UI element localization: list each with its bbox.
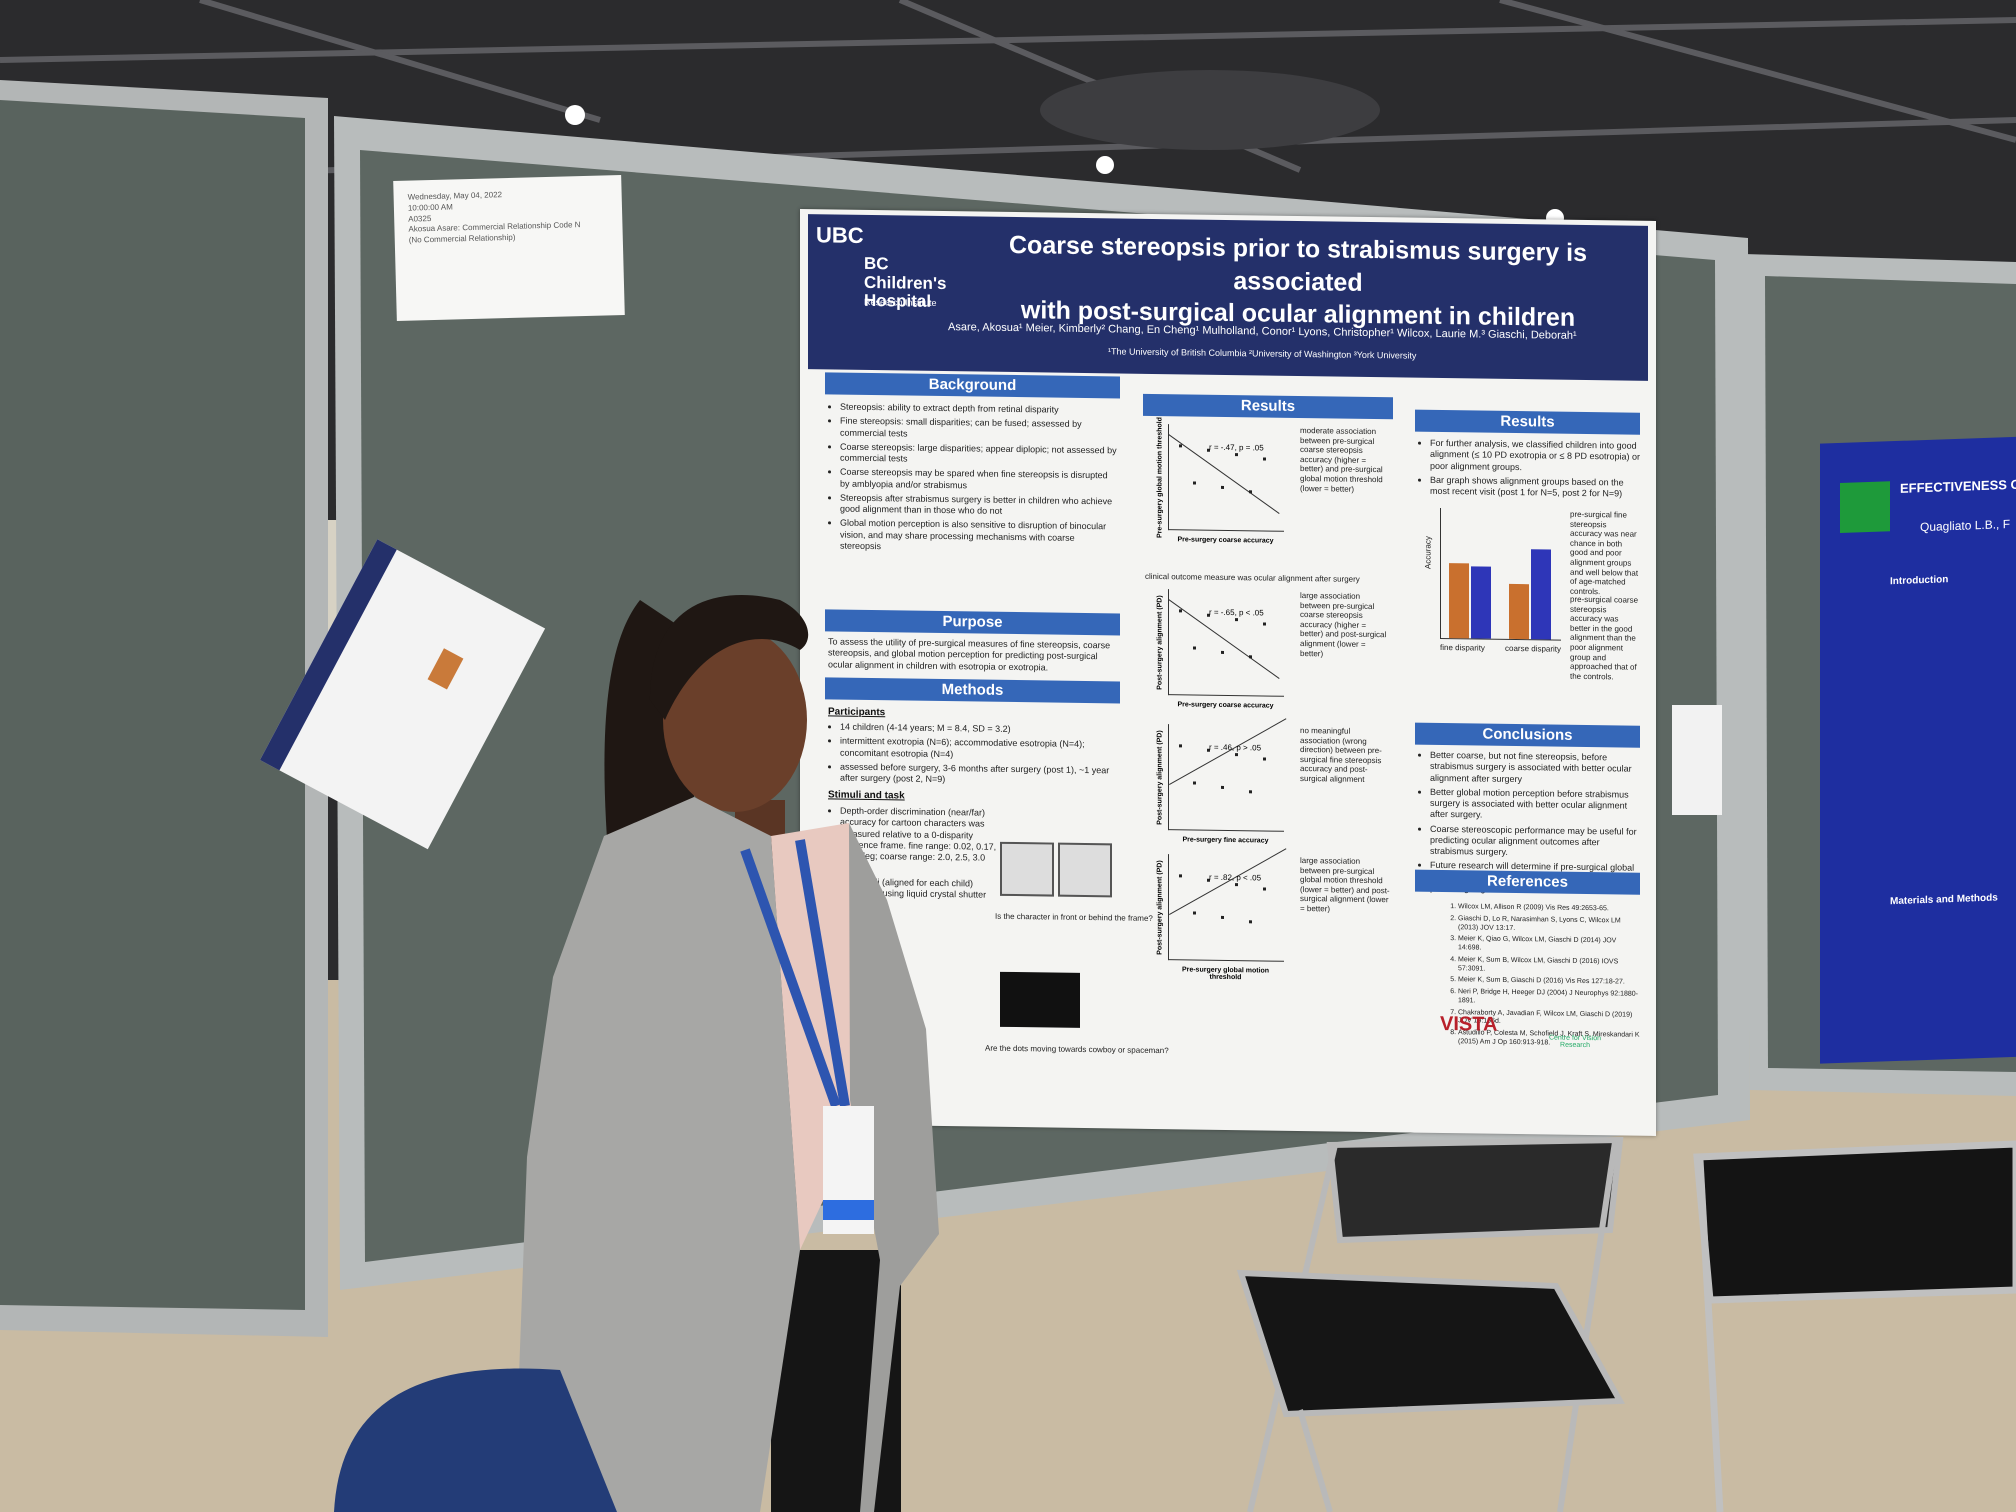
ceiling-light xyxy=(565,105,585,125)
ceiling-light xyxy=(1096,156,1114,174)
face xyxy=(663,628,807,812)
hair xyxy=(650,595,809,720)
backpack xyxy=(334,1368,617,1512)
duct xyxy=(1040,70,1380,150)
jacket xyxy=(849,823,939,1512)
leaflet xyxy=(260,539,546,850)
chair-right xyxy=(1693,1140,2016,1512)
lanyard xyxy=(740,848,841,1108)
badge-ribbon xyxy=(823,1200,874,1220)
jacket xyxy=(514,797,800,1512)
left-board xyxy=(0,100,305,1310)
chair-middle xyxy=(1236,1136,1625,1512)
small-paper xyxy=(1672,705,1722,815)
person xyxy=(514,595,939,1512)
lanyard xyxy=(795,839,850,1107)
